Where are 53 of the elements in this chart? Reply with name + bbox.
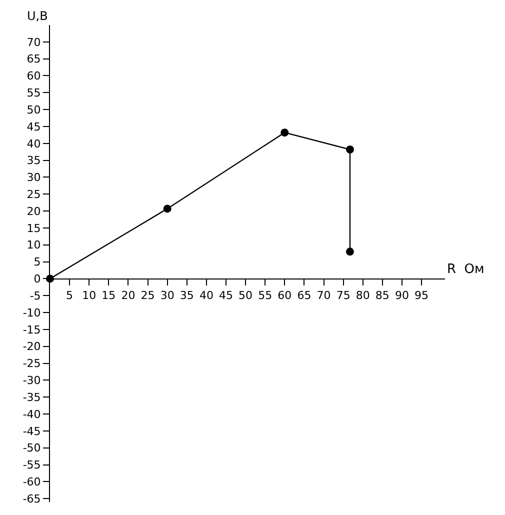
x-tick-label: 90: [394, 288, 409, 302]
y-axis-title: U,В: [27, 9, 48, 23]
y-tick-label: 35: [26, 154, 41, 168]
point: [346, 145, 354, 154]
y-tick-label: -40: [22, 408, 41, 421]
y-tick-label: -10: [22, 306, 41, 320]
y-tick-label: 30: [26, 171, 41, 184]
x-tick-label: 70: [316, 288, 331, 302]
y-tick-label: 60: [26, 70, 41, 83]
y-tick-label: 55: [26, 86, 41, 100]
y-tick-label: 20: [26, 204, 41, 218]
y-tick-label: -55: [22, 458, 41, 472]
y-tick-label: 65: [26, 52, 41, 66]
x-tick-label: 15: [102, 288, 116, 302]
y-tick-label: 10: [26, 238, 41, 252]
x-tick-label: 10: [82, 288, 96, 302]
y-tick-label: 40: [26, 137, 41, 150]
y-tick-label: 15: [26, 222, 41, 235]
y-tick-label: -50: [22, 442, 41, 455]
x-tick-label: 40: [199, 288, 214, 302]
x-tick-label: 45: [218, 288, 233, 302]
x-tick-label: 30: [160, 288, 174, 302]
x-tick-label: 20: [121, 288, 136, 302]
y-tick-label: 5: [34, 256, 41, 269]
y-tick-label: -45: [22, 424, 41, 438]
y-tick-label: -65: [22, 492, 41, 506]
y-tick-label: 25: [26, 188, 41, 201]
y-tick-label: -30: [22, 374, 41, 388]
x-tick-label: 65: [297, 288, 312, 302]
x-tick-label: 95: [414, 288, 429, 302]
point: [280, 128, 289, 137]
x-tick-label: 85: [375, 288, 390, 302]
x-tick-label: 50: [238, 288, 253, 302]
y-tick-label: -35: [22, 390, 41, 404]
y-tick-label: 0: [34, 272, 41, 286]
x-tick-label: 60: [278, 288, 292, 302]
y-tick-label: -5: [30, 289, 41, 302]
y-tick-label: 50: [26, 103, 41, 116]
point: [163, 204, 172, 213]
y-tick-label: 70: [26, 36, 41, 49]
x-tick-label: 35: [180, 288, 194, 302]
point: [346, 248, 354, 256]
y-tick-label: -15: [22, 323, 41, 336]
y-tick-label: -60: [22, 476, 41, 489]
x-tick-label: 25: [140, 288, 155, 302]
x-tick-label: 5: [66, 288, 74, 302]
x-axis-title: R Ом: [447, 262, 484, 277]
y-tick-label: -25: [22, 357, 41, 370]
x-tick-label: 80: [356, 288, 370, 302]
x-tick-label: 55: [258, 288, 272, 302]
y-tick-label: 45: [26, 120, 41, 134]
y-tick-label: -20: [22, 340, 41, 354]
x-tick-label: 75: [336, 288, 350, 302]
